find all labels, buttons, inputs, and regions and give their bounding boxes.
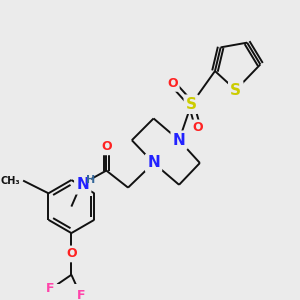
Text: F: F [76, 289, 85, 300]
Text: O: O [101, 140, 112, 153]
Text: O: O [193, 122, 203, 134]
Text: O: O [66, 248, 77, 260]
Text: H: H [86, 175, 95, 185]
Text: S: S [186, 97, 197, 112]
Text: N: N [76, 177, 89, 192]
Text: O: O [167, 77, 178, 90]
Text: S: S [230, 82, 241, 98]
Text: N: N [147, 155, 160, 170]
Text: F: F [46, 283, 55, 296]
Text: N: N [173, 133, 185, 148]
Text: CH₃: CH₃ [1, 176, 20, 186]
